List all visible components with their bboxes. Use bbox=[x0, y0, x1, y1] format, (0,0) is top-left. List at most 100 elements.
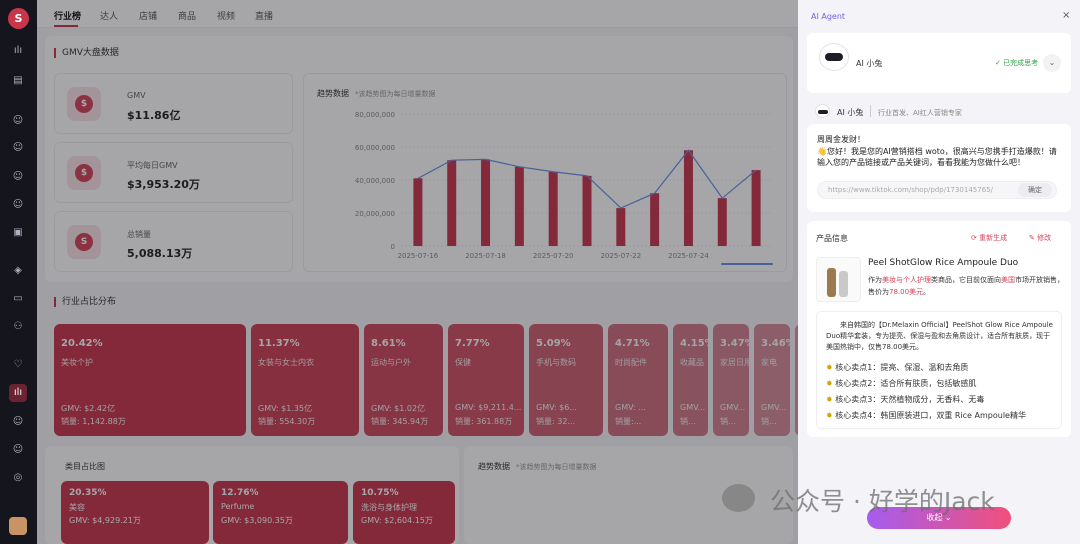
analytics-icon[interactable]: ılı bbox=[9, 384, 27, 402]
stat-label: 平均每日GMV bbox=[127, 161, 178, 170]
tab-live[interactable]: 直播 bbox=[255, 12, 274, 22]
industry-gmv: GMV: $2.42亿 bbox=[61, 404, 116, 413]
regenerate-label: 重新生成 bbox=[979, 234, 1008, 242]
report-icon[interactable]: ▤ bbox=[13, 75, 23, 86]
bot-role: 行业首发、AI红人营销专家 bbox=[878, 109, 962, 117]
industry-section-title: 行业占比分布 bbox=[54, 297, 116, 307]
dollar-icon: $ bbox=[67, 87, 101, 121]
trend2-title: 趋势数据 bbox=[478, 462, 510, 471]
product-url-input[interactable]: https://www.tiktok.com/shop/pdp/17301457… bbox=[817, 181, 1057, 199]
industry-gmv: GMV: $6... bbox=[536, 403, 577, 412]
category-tile[interactable]: 12.76% Perfume GMV: $3,090.35万 bbox=[213, 481, 348, 544]
industry-tile[interactable]: 3.47% 家居日用 GMV... 销... bbox=[713, 324, 749, 436]
selling-points-box: 来自韩国的【Dr.Melaxin Official】PeelShot Glow … bbox=[816, 311, 1062, 429]
user-icon[interactable]: ☺ bbox=[12, 142, 24, 153]
industry-sales: 销... bbox=[720, 417, 736, 426]
tab-industry[interactable]: 行业榜 bbox=[54, 12, 82, 22]
tab-shops[interactable]: 店铺 bbox=[139, 12, 158, 22]
team-icon[interactable]: ⚇ bbox=[13, 321, 23, 332]
industry-percent: 5.09% bbox=[536, 338, 571, 349]
modal-overlay[interactable] bbox=[37, 0, 798, 544]
selling-point: ✸ 核心卖点3：天然植物成分，无香料、无毒 bbox=[826, 395, 985, 404]
tab-bar: 行业榜 达人 店铺 商品 视频 直播 bbox=[37, 0, 798, 28]
star-icon: ✸ bbox=[826, 379, 836, 388]
industry-tile[interactable]: 20.42% 美妆个护 GMV: $2.42亿 销量: 1,142.88万 bbox=[54, 324, 246, 436]
tab-creators[interactable]: 达人 bbox=[100, 12, 119, 22]
industry-tile[interactable]: 8.61% 运动与户外 GMV: $1.02亿 销量: 345.94万 bbox=[364, 324, 443, 436]
confirm-button[interactable]: 确定 bbox=[1018, 183, 1052, 197]
star-icon: ✸ bbox=[826, 395, 836, 404]
greeting-card: 周周金发财！ 👋您好！我是您的AI营销搭档 woto，很高兴与您携手打造爆款！请… bbox=[807, 124, 1071, 212]
x-tick-label: 2025-07-24 bbox=[668, 252, 709, 260]
pencil-icon: ✎ bbox=[1029, 234, 1038, 242]
industry-gmv: GMV: ... bbox=[615, 403, 646, 412]
tab-products[interactable]: 商品 bbox=[178, 12, 197, 22]
industry-gmv: GMV: $9,211.4... bbox=[455, 403, 522, 412]
edit-label: 修改 bbox=[1037, 234, 1052, 242]
bar bbox=[447, 160, 457, 246]
box-icon[interactable]: ◈ bbox=[14, 265, 22, 276]
trend-chart: 0 20,000,000 40,000,000 60,000,000 80,000,00… bbox=[355, 111, 773, 265]
y-tick-label: 40,000,000 bbox=[355, 177, 395, 185]
industry-tile[interactable]: 11.37% 女装与女士内衣 GMV: $1.35亿 销量: 554.30万 bbox=[251, 324, 359, 436]
industry-percent: 3.47% bbox=[720, 338, 749, 349]
industry-sales: 销... bbox=[761, 417, 777, 426]
compass-icon[interactable]: ◎ bbox=[13, 472, 23, 483]
category-tile[interactable]: 10.75% 洗浴与身体护理 GMV: $2,604.15万 bbox=[353, 481, 455, 544]
industry-tile[interactable]: 4.71% 时尚配件 GMV: ... 销量:... bbox=[608, 324, 668, 436]
user-icon[interactable]: ☺ bbox=[12, 115, 24, 126]
industry-gmv: GMV: $1.35亿 bbox=[258, 404, 313, 413]
industry-tile[interactable]: 3.46% 家电 GMV... 销... bbox=[754, 324, 790, 436]
close-icon[interactable]: × bbox=[1062, 10, 1071, 21]
collapse-button[interactable]: 收起 ⌄ bbox=[867, 507, 1011, 529]
industry-sales: 销量:... bbox=[615, 417, 642, 426]
chevron-down-icon[interactable]: ⌄ bbox=[1043, 54, 1061, 72]
product-description: 作为美妆与个人护理类商品，它目前仅面向美国市场开放销售，售价为78.00美元。 bbox=[868, 276, 1064, 296]
category-name: 美容 bbox=[69, 503, 85, 512]
dollar-icon: $ bbox=[67, 156, 101, 190]
user-icon[interactable]: ☺ bbox=[12, 199, 24, 210]
category-name: Perfume bbox=[221, 502, 255, 511]
regenerate-button[interactable]: ⟳ 重新生成 bbox=[971, 233, 1007, 243]
document-icon[interactable]: ▣ bbox=[13, 227, 23, 238]
category-percent: 12.76% bbox=[221, 488, 259, 498]
x-tick-label: 2025-07-18 bbox=[465, 252, 506, 260]
avatar[interactable] bbox=[9, 517, 27, 535]
heart-icon[interactable]: ♡ bbox=[13, 359, 23, 370]
edit-button[interactable]: ✎ 修改 bbox=[1029, 233, 1051, 243]
industry-gmv: GMV... bbox=[761, 403, 787, 412]
watermark: 公众号 · 好学的Jack bbox=[770, 487, 995, 516]
app-logo[interactable]: S bbox=[8, 8, 29, 29]
user-icon[interactable]: ☺ bbox=[12, 171, 24, 182]
category-percent: 10.75% bbox=[361, 488, 399, 498]
industry-name: 时尚配件 bbox=[615, 358, 647, 367]
user-icon[interactable]: ☺ bbox=[12, 416, 24, 427]
trend2-note: *该趋势图为每日增量数据 bbox=[516, 463, 597, 471]
industry-tile[interactable]: 7.77% 保健 GMV: $9,211.4... 销量: 361.88万 bbox=[448, 324, 524, 436]
folder-icon[interactable]: ▭ bbox=[13, 293, 23, 304]
chart-icon[interactable]: ılı bbox=[13, 45, 23, 56]
category-tile[interactable]: 20.35% 美容 GMV: $4,929.21万 bbox=[61, 481, 209, 544]
category-percent: 20.35% bbox=[69, 488, 107, 498]
bar bbox=[683, 150, 693, 246]
bar bbox=[481, 159, 491, 246]
trend-chart-title: 趋势数据 bbox=[317, 89, 349, 98]
stat-value: 5,088.13万 bbox=[127, 247, 193, 260]
bar bbox=[514, 166, 524, 246]
industry-tile[interactable]: 4.15% 收藏品 GMV... 销... bbox=[673, 324, 708, 436]
greeting-title: 周周金发财！ bbox=[817, 135, 865, 144]
industry-sales: 销量: 1,142.88万 bbox=[61, 417, 126, 426]
star-icon: ✸ bbox=[826, 411, 836, 420]
stat-card-avg-gmv: $ 平均每日GMV $3,953.20万 bbox=[54, 142, 293, 203]
industry-tile[interactable]: 30.92其他 bbox=[795, 324, 798, 436]
tab-videos[interactable]: 视频 bbox=[217, 12, 236, 22]
y-tick-label: 0 bbox=[391, 243, 395, 251]
industry-percent: 7.77% bbox=[455, 338, 490, 349]
industry-tile[interactable]: 5.09% 手机与数码 GMV: $6... 销量: 32... bbox=[529, 324, 603, 436]
url-text: https://www.tiktok.com/shop/pdp/17301457… bbox=[828, 186, 993, 194]
industry-name: 保健 bbox=[455, 358, 471, 367]
product-intro: 来自韩国的【Dr.Melaxin Official】PeelShot Glow … bbox=[826, 321, 1053, 351]
user-icon[interactable]: ☺ bbox=[12, 444, 24, 455]
sale-icon: S bbox=[67, 225, 101, 259]
sidebar: S ılı ▤ ☺ ☺ ☺ ☺ ▣ ◈ ▭ ⚇ ♡ ılı ☺ ☺ ◎ bbox=[0, 0, 37, 544]
